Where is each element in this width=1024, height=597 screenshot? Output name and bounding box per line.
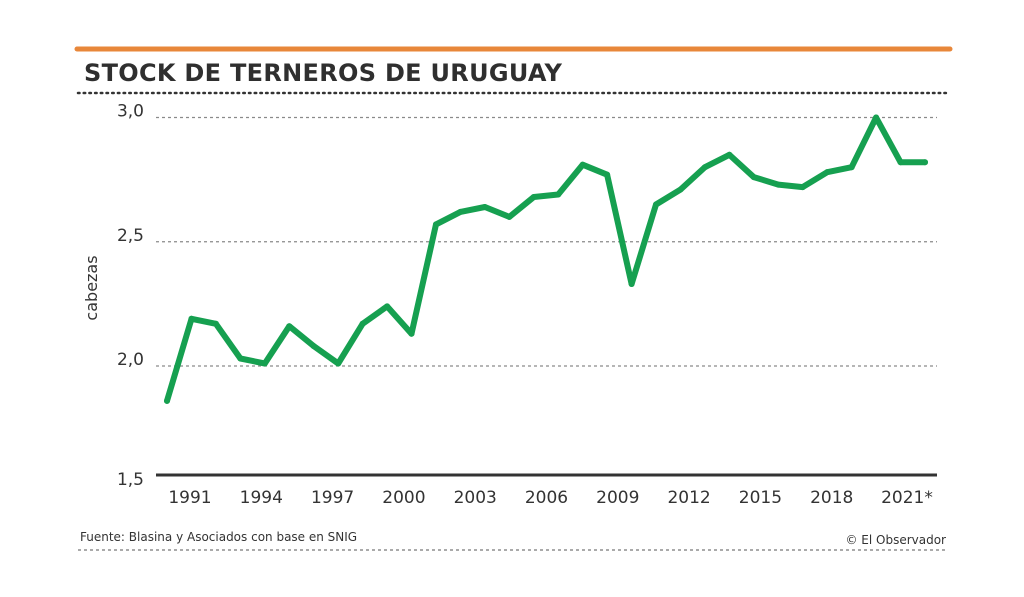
data-point [775,181,782,188]
y-axis-label: cabezas [82,255,101,320]
x-tick-label: 2012 [667,488,710,508]
source-note: Fuente: Blasina y Asociados con base en … [80,530,357,544]
x-tick-label: 1991 [168,488,211,508]
data-point [310,343,317,350]
y-tick-label: 2,0 [117,350,144,370]
x-tick-label: 2000 [382,488,425,508]
data-point [677,186,684,193]
data-point [457,208,464,215]
x-tick-label: 2015 [739,488,782,508]
x-tick-labels: 1991 1994 1997 2000 2003 2006 2009 2012 2015 2018… [168,488,933,508]
data-point [726,151,733,158]
data-point [750,174,757,181]
x-tick-label: 2009 [596,488,639,508]
data-point [555,191,562,198]
data-point [237,355,244,362]
x-tick-label: 2006 [525,488,568,508]
x-tick-label: 2018 [810,488,853,508]
x-tick-label: 1997 [311,488,354,508]
data-point [188,315,195,322]
x-tick-label: 2003 [454,488,497,508]
data-point [286,323,293,330]
data-point [359,320,366,327]
series-group [164,114,928,404]
y-tick-label: 2,5 [117,226,144,246]
chart-title: STOCK DE TERNEROS DE URUGUAY [84,59,563,87]
data-point [506,213,513,220]
data-point [628,280,635,287]
gridlines [156,116,937,367]
data-point [408,330,415,337]
data-point [432,221,439,228]
data-point [335,360,342,367]
data-point [164,397,170,404]
data-point [922,159,928,166]
data-point [261,360,268,367]
data-point [897,159,904,166]
data-point [701,164,708,171]
data-point [212,320,219,327]
credit-note: © El Observador [845,533,946,547]
data-point [530,194,537,201]
data-point [579,161,586,168]
data-point [848,164,855,171]
data-point [384,303,391,310]
x-tick-label: 2021* [881,488,933,508]
data-point [799,184,806,191]
series-line [164,114,928,404]
data-point [824,169,831,176]
data-point [873,114,880,121]
y-tick-labels: 3,0 2,5 2,0 1,5 [117,102,144,491]
y-tick-label: 1,5 [117,470,144,490]
y-tick-label: 3,0 [117,102,144,122]
x-tick-label: 1994 [240,488,283,508]
data-point [653,201,660,208]
data-point [604,171,611,178]
data-point [481,203,488,210]
